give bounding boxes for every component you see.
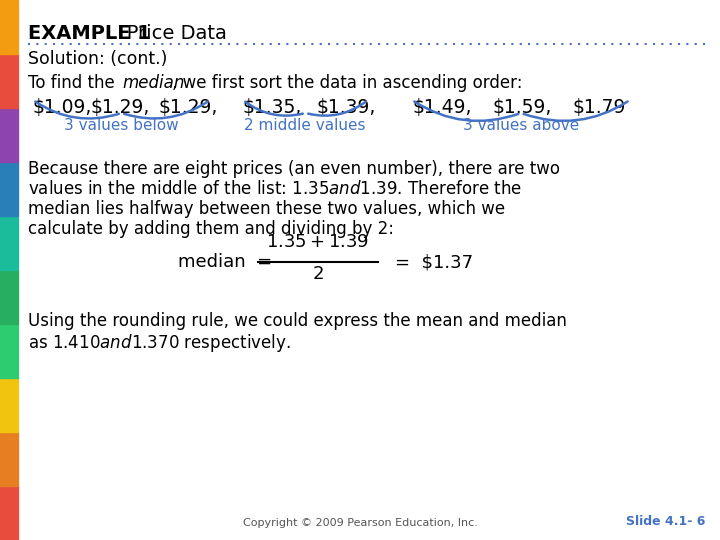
Text: $1.49,: $1.49, (412, 98, 472, 117)
Text: Solution: (cont.): Solution: (cont.) (28, 50, 167, 68)
Text: Price Data: Price Data (108, 24, 227, 43)
Text: , we first sort the data in ascending order:: , we first sort the data in ascending or… (172, 74, 523, 92)
Text: 3 values below: 3 values below (63, 118, 179, 133)
Text: values in the middle of the list: $1.35 and $1.39. Therefore the: values in the middle of the list: $1.35 … (28, 180, 522, 198)
Text: $1.35,: $1.35, (242, 98, 302, 117)
Text: =  $1.37: = $1.37 (395, 253, 473, 271)
Text: 2: 2 (312, 265, 324, 283)
Text: To find the: To find the (28, 74, 120, 92)
Bar (0, 216, 18, 270)
Bar (0, 162, 18, 216)
Bar (0, 324, 18, 378)
Text: Using the rounding rule, we could express the mean and median: Using the rounding rule, we could expres… (28, 312, 567, 330)
Text: $1.39,: $1.39, (316, 98, 375, 117)
Bar (0, 108, 18, 162)
Bar (0, 378, 18, 432)
Text: $1.29,: $1.29, (158, 98, 217, 117)
Text: $1.29,: $1.29, (90, 98, 149, 117)
Bar (0, 270, 18, 324)
Text: 3 values above: 3 values above (463, 118, 579, 133)
Bar (0, 0, 18, 54)
Text: EXAMPLE 1: EXAMPLE 1 (28, 24, 151, 43)
Text: $1.09,: $1.09, (32, 98, 91, 117)
Text: 2 middle values: 2 middle values (244, 118, 366, 133)
Text: $1.79: $1.79 (573, 98, 626, 117)
Text: $1.59,: $1.59, (492, 98, 552, 117)
Text: Slide 4.1- 6: Slide 4.1- 6 (626, 515, 705, 528)
Text: as $1.410 and $1.370 respectively.: as $1.410 and $1.370 respectively. (28, 332, 291, 354)
Text: median  =: median = (178, 253, 272, 271)
Text: calculate by adding them and dividing by 2:: calculate by adding them and dividing by… (28, 220, 394, 238)
Bar (0, 432, 18, 486)
Text: Because there are eight prices (an even number), there are two: Because there are eight prices (an even … (28, 160, 560, 178)
Bar (0, 486, 18, 540)
Text: median lies halfway between these two values, which we: median lies halfway between these two va… (28, 200, 505, 218)
Text: median: median (122, 74, 184, 92)
Text: Copyright © 2009 Pearson Education, Inc.: Copyright © 2009 Pearson Education, Inc. (243, 518, 477, 528)
Bar (0, 54, 18, 108)
Text: $1.35 + $1.39: $1.35 + $1.39 (266, 233, 369, 251)
